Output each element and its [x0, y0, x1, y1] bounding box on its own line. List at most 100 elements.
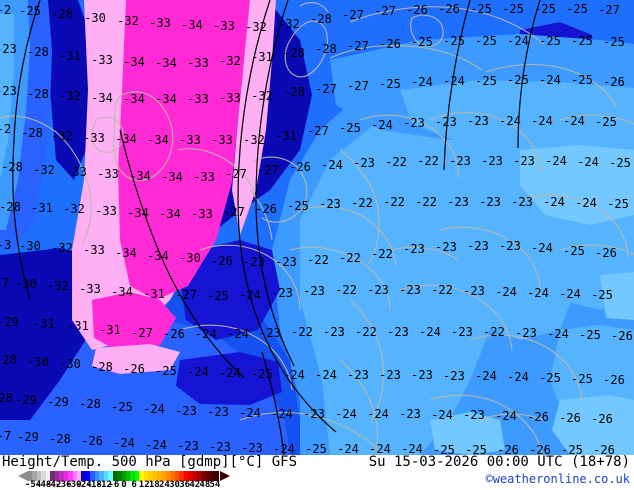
temperature-label: -34	[127, 206, 149, 220]
temperature-label: -33	[83, 131, 105, 145]
forecast-timestamp: Su 15-03-2026 00:00 UTC (18+78)	[368, 454, 630, 470]
temperature-label: -23	[467, 239, 489, 253]
legend-swatch	[85, 471, 91, 481]
temperature-label: -24	[335, 407, 357, 421]
temperature-label: -29	[15, 393, 37, 407]
temperature-label: -26	[289, 160, 311, 174]
temperature-label: -28	[21, 126, 43, 140]
temperature-label: -30	[15, 277, 37, 291]
temperature-label: -33	[91, 53, 113, 67]
temperature-label: -22	[335, 283, 357, 297]
temperature-label: -22	[383, 195, 405, 209]
temperature-label: -30	[179, 251, 201, 265]
temperature-label: -34	[181, 18, 203, 32]
legend-swatch	[41, 471, 46, 481]
legend-tick-label: -48	[35, 480, 52, 490]
temperature-fill-layer	[0, 0, 634, 455]
temperature-label: -25	[502, 2, 524, 16]
temperature-label: -3	[0, 238, 12, 252]
legend-swatch	[50, 471, 55, 481]
temperature-label: -23	[515, 326, 537, 340]
band-magenta-2	[92, 292, 176, 352]
legend-swatch	[139, 471, 144, 481]
legend-tick-label: 24	[158, 480, 170, 490]
temperature-label: -25	[571, 372, 593, 386]
legend-swatch	[59, 471, 64, 481]
temperature-label: -25	[155, 364, 177, 378]
band-pale-blue-3	[600, 272, 634, 320]
temperature-label: -24	[239, 288, 261, 302]
temperature-label: -27	[598, 3, 620, 17]
temperature-label: -23	[353, 156, 375, 170]
temperature-label: -32	[51, 241, 73, 255]
legend-arrow-left	[18, 471, 28, 481]
weather-map[interactable]: -2 -25 -28 -30 -32 -33 -34 -33 -32 -32 -28 -27 -27 -2…	[0, 0, 634, 455]
temperature-label: -24	[145, 438, 167, 452]
temperature-label: -23	[177, 439, 199, 453]
legend-tick-label: -30	[65, 480, 82, 490]
band-left-pale	[0, 14, 14, 180]
band-navy-left	[44, 0, 96, 180]
copyright-credit[interactable]: ©weatheronline.co.uk	[485, 472, 631, 486]
border-germany	[339, 149, 380, 265]
temperature-label: -32	[47, 279, 69, 293]
map-canvas	[0, 0, 634, 455]
temperature-label: -24	[227, 327, 249, 341]
temperature-label: -24	[563, 114, 585, 128]
temperature-label: -30	[84, 11, 106, 25]
temperature-label: -27	[257, 163, 279, 177]
river-1	[249, 189, 273, 241]
temperature-label: -24	[577, 155, 599, 169]
legend-swatch	[179, 471, 184, 481]
temperature-label: -31	[33, 317, 55, 331]
border-iberia	[179, 324, 293, 391]
temperature-label: -32	[278, 17, 300, 31]
temperature-label: -27	[131, 326, 153, 340]
temperature-label: -34	[159, 207, 181, 221]
legend-tick-label: 30	[169, 480, 180, 490]
temperature-label: -23	[451, 325, 473, 339]
temperature-label: -24	[545, 154, 567, 168]
temperature-label: -26	[595, 246, 617, 260]
temperature-label: -32	[63, 202, 85, 216]
temperature-label: -24	[271, 407, 293, 421]
temperature-label: -24	[531, 114, 553, 128]
temperature-label: -25	[595, 115, 617, 129]
temperature-label: -33	[191, 207, 213, 221]
temperature-label: -24	[475, 369, 497, 383]
band-pale-blue-2	[552, 395, 634, 455]
legend-swatch	[192, 471, 198, 481]
temperature-label: -25	[507, 73, 529, 87]
temperature-label: -25	[563, 244, 585, 258]
map-footer: Height/Temp. 500 hPa [gdmp][°C] GFS Su 1…	[0, 454, 634, 490]
temperature-label: -34	[111, 285, 133, 299]
temperature-label: -24	[431, 408, 453, 422]
temperature-label: -26	[123, 362, 145, 376]
temperature-label: -24	[321, 158, 343, 172]
temperature-label: -26	[529, 443, 551, 455]
temperature-label: -22	[291, 325, 313, 339]
temperature-label: -25	[609, 156, 631, 170]
temperature-label: -25	[443, 34, 465, 48]
temperature-label: -23	[435, 240, 457, 254]
legend-tick-label: -42	[45, 480, 62, 490]
temperature-label: -24	[367, 407, 389, 421]
temperature-label: -27	[374, 4, 396, 18]
height-contour-layer	[12, 0, 541, 455]
temperature-label: -22	[307, 253, 329, 267]
temperature-label: -24	[187, 365, 209, 379]
temperature-label: -24	[499, 114, 521, 128]
coastline-lowlands	[251, 156, 308, 223]
temperature-label: -28	[315, 42, 337, 56]
legend-tick-label: -6	[108, 480, 120, 490]
temperature-label: -7	[0, 429, 12, 443]
coastline-britain	[113, 91, 174, 181]
map-title: Height/Temp. 500 hPa [gdmp][°C] GFS	[2, 454, 298, 470]
legend-swatch	[170, 471, 175, 481]
temperature-label: -28	[283, 85, 305, 99]
legend-tick-label: -12	[95, 480, 112, 490]
temperature-label: -24	[219, 366, 241, 380]
legend-tick-label: -36	[55, 480, 72, 490]
temperature-label: -24	[419, 325, 441, 339]
temperature-label: -26	[379, 37, 401, 51]
